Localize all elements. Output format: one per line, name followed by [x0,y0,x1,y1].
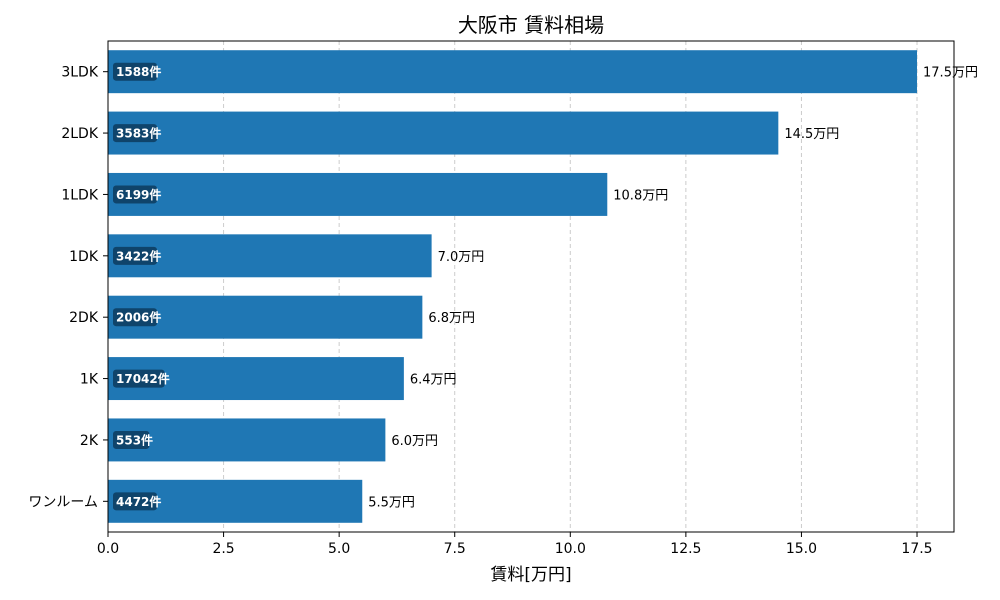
bars: 1588件 17.5万円 3583件 14.5万円 6199件 10.8万円 3422件 7.… [108,50,978,523]
x-axis-ticks: 0.0 2.5 5.0 7.5 10.0 12.5 15.0 17.5 [97,532,933,557]
count-badge [113,492,157,511]
count-badge [113,185,157,204]
x-tick-label: 15.0 [786,541,817,557]
bar-value-label: 14.5万円 [784,127,839,142]
y-tick-label: 2LDK [61,126,98,142]
bar-value-label: 17.5万円 [923,66,978,81]
count-label: 2006件 [116,310,161,325]
bar [108,50,918,94]
y-tick-label: ワンルーム [28,494,98,510]
x-tick-label: 10.0 [555,541,586,557]
plot-frame [107,40,955,533]
y-tick-label: 1K [80,372,99,388]
bar-value-label: 7.0万円 [438,250,485,265]
y-tick-label: 2K [80,433,99,449]
y-axis-ticks: 3LDK 2LDK 1LDK 1DK 2DK 1K 2K ワンルーム [28,65,108,510]
bar [108,234,432,278]
count-label: 3422件 [116,248,161,263]
count-label: 6199件 [116,187,161,202]
count-label: 3583件 [116,126,161,141]
count-badge [113,369,165,388]
y-tick-label: 1LDK [61,187,98,203]
x-tick-label: 5.0 [328,541,350,557]
count-label: 4472件 [116,494,161,509]
y-tick-label: 1DK [69,249,99,265]
bar-value-label: 10.8万円 [613,188,668,203]
bar [108,418,386,462]
count-label: 553件 [116,432,153,447]
count-badge [113,246,157,265]
count-badge [113,124,157,143]
chart-title: 大阪市 賃料相場 [458,13,604,37]
x-tick-label: 17.5 [901,541,932,557]
x-axis-label: 賃料[万円] [490,565,571,585]
x-tick-label: 0.0 [97,541,119,557]
x-tick-label: 12.5 [670,541,701,557]
bar-value-label: 6.8万円 [428,311,475,326]
x-tick-label: 2.5 [212,541,234,557]
bar-value-label: 6.4万円 [410,373,457,388]
y-tick-label: 2DK [69,310,99,326]
bar [108,172,608,216]
count-badge [113,308,157,327]
bar-value-label: 5.5万円 [368,495,415,510]
bar [108,295,423,339]
count-label: 1588件 [116,64,161,79]
y-tick-label: 3LDK [61,65,98,81]
count-badge [113,62,157,81]
bar-value-label: 6.0万円 [391,434,438,449]
bar [108,111,779,155]
x-tick-label: 7.5 [444,541,466,557]
count-label: 17042件 [116,371,170,386]
count-badge [113,430,150,449]
